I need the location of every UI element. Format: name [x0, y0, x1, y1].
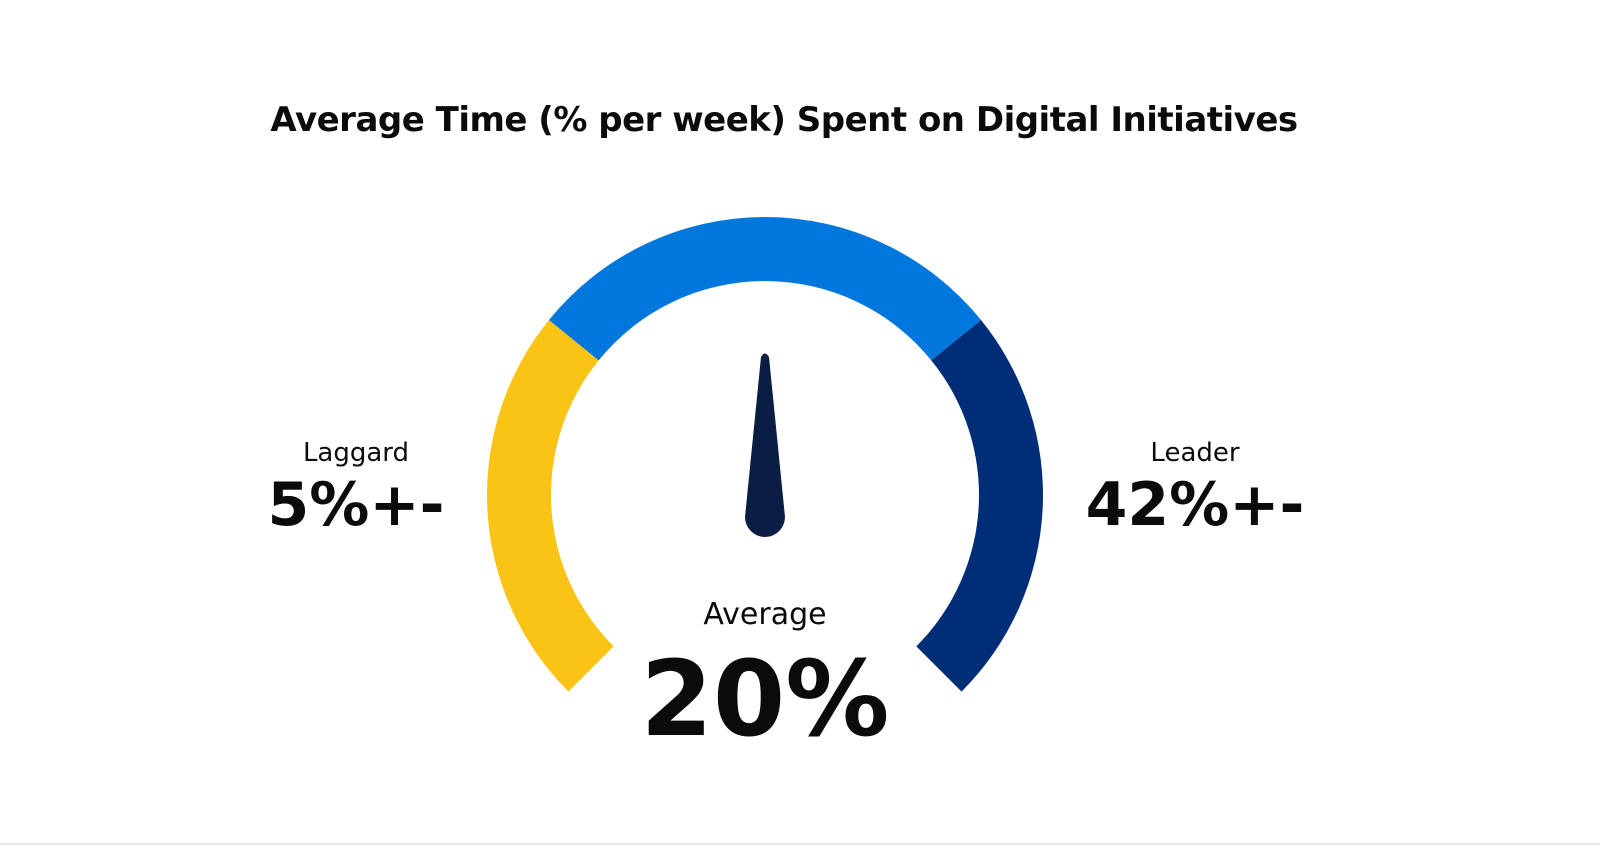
leader-value: 42%+- [1085, 470, 1305, 540]
chart-title: Average Time (% per week) Spent on Digit… [270, 100, 1298, 140]
average-value: 20% [640, 638, 890, 760]
gauge-needle [745, 353, 785, 537]
gauge-segment-leader [916, 320, 1044, 692]
gauge-segment-average [548, 216, 982, 361]
average-label: Average [703, 597, 827, 632]
laggard-value: 5%+- [267, 470, 445, 540]
leader-label: Leader [1150, 438, 1240, 468]
bottom-divider [0, 843, 1600, 845]
gauge-segment-laggard [486, 320, 614, 692]
laggard-label: Laggard [302, 438, 410, 468]
